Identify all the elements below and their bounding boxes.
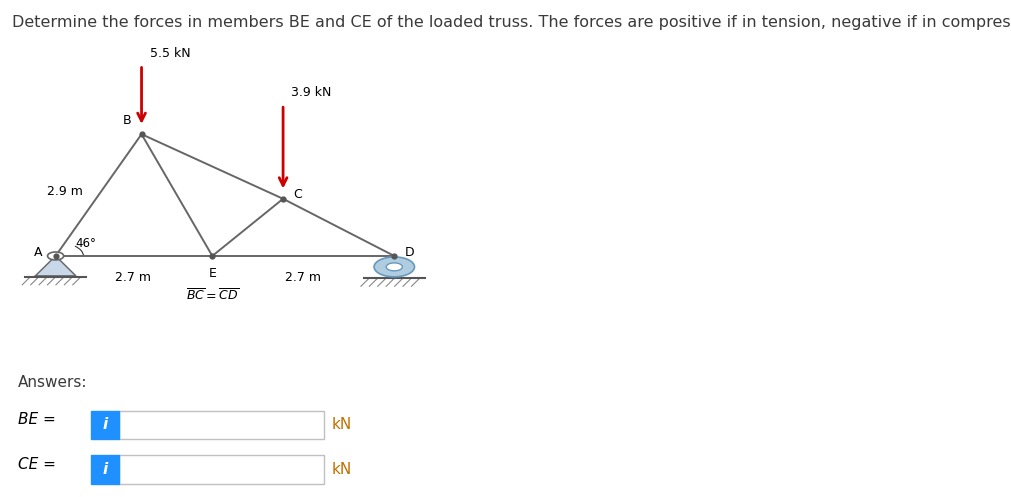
Circle shape [374, 257, 415, 277]
Text: 2.7 m: 2.7 m [285, 271, 321, 284]
Text: 5.5 kN: 5.5 kN [150, 47, 190, 60]
Circle shape [48, 252, 64, 260]
Text: kN: kN [332, 417, 352, 432]
Circle shape [386, 263, 402, 271]
Text: i: i [102, 462, 108, 477]
Text: 46°: 46° [76, 237, 97, 250]
Text: 2.7 m: 2.7 m [115, 271, 152, 284]
Text: A: A [34, 246, 42, 259]
Text: C: C [293, 188, 302, 201]
Polygon shape [35, 256, 76, 276]
Text: E: E [208, 267, 216, 280]
FancyBboxPatch shape [91, 455, 119, 484]
Text: Determine the forces in members BE and CE of the loaded truss. The forces are po: Determine the forces in members BE and C… [12, 15, 1011, 30]
Text: BE =: BE = [18, 413, 56, 427]
Text: 3.9 kN: 3.9 kN [291, 86, 332, 99]
Text: B: B [122, 114, 131, 127]
Text: $\overline{BC}=\overline{CD}$: $\overline{BC}=\overline{CD}$ [186, 288, 239, 304]
Text: i: i [102, 417, 108, 432]
Text: 2.9 m: 2.9 m [48, 185, 83, 198]
Text: D: D [404, 246, 415, 259]
FancyBboxPatch shape [91, 411, 119, 439]
Text: kN: kN [332, 462, 352, 477]
FancyBboxPatch shape [119, 455, 324, 484]
Text: Answers:: Answers: [18, 375, 88, 390]
Text: CE =: CE = [18, 457, 56, 472]
FancyBboxPatch shape [119, 411, 324, 439]
